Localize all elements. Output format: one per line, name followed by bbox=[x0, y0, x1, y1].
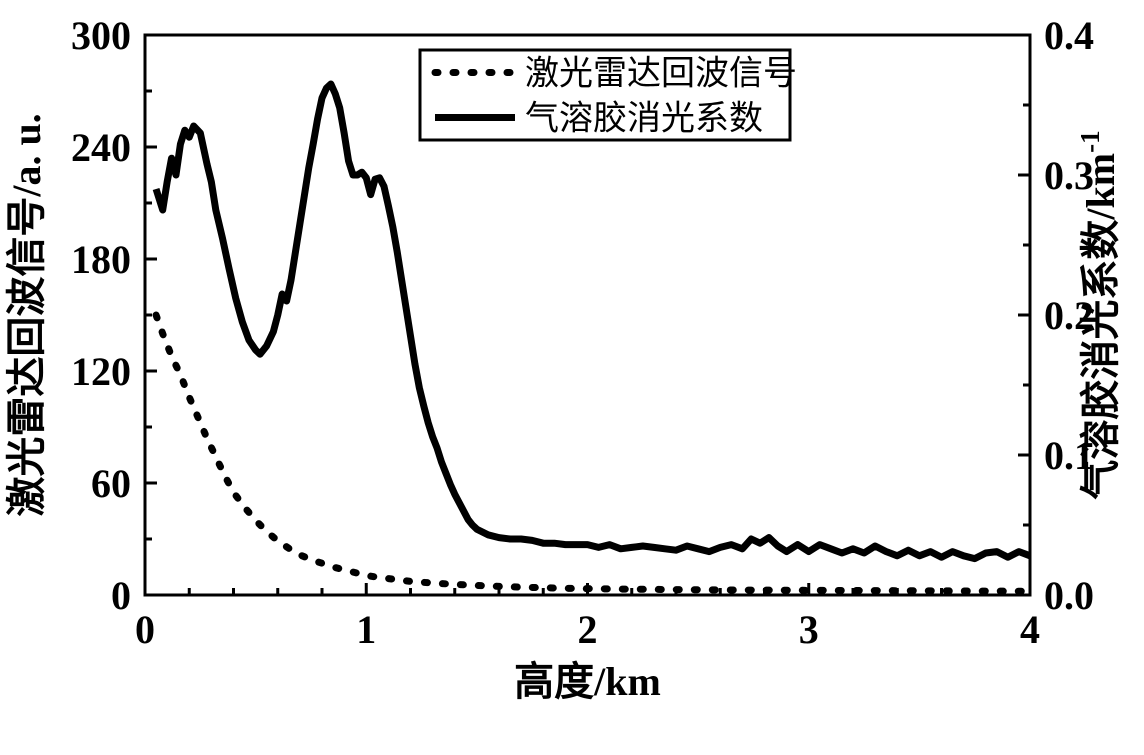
y-left-tick-label: 300 bbox=[71, 13, 131, 58]
chart-container: 0 1 2 3 4 高度/km 0 60 120 180 240 300 激光雷达回波信号/a. u. 0… bbox=[0, 0, 1144, 755]
y-left-tick-label: 60 bbox=[91, 461, 131, 506]
y-right-axis-label-sup: -1 bbox=[1075, 130, 1105, 153]
x-tick-label: 2 bbox=[578, 607, 598, 652]
y-right-axis-label: 气溶胶消光系数/km-1 bbox=[1075, 130, 1123, 499]
x-tick-label: 3 bbox=[799, 607, 819, 652]
legend-label: 激光雷达回波信号 bbox=[525, 54, 797, 92]
y-left-tick-label: 0 bbox=[111, 573, 131, 618]
x-tick-label: 4 bbox=[1020, 607, 1040, 652]
y-left-tick-label: 240 bbox=[71, 125, 131, 170]
y-left-tick-label: 120 bbox=[71, 349, 131, 394]
x-axis-label: 高度/km bbox=[514, 659, 661, 704]
chart-svg: 0 1 2 3 4 高度/km 0 60 120 180 240 300 激光雷达回波信号/a. u. 0… bbox=[0, 0, 1144, 755]
series-extinction bbox=[156, 84, 1030, 559]
x-tick-label: 1 bbox=[356, 607, 376, 652]
y-left-axis-label: 激光雷达回波信号/a. u. bbox=[4, 113, 49, 516]
x-tick-label: 0 bbox=[135, 607, 155, 652]
y-right-tick-label: 0.4 bbox=[1044, 13, 1094, 58]
y-right-tick-label: 0.0 bbox=[1044, 573, 1094, 618]
legend-label: 气溶胶消光系数 bbox=[525, 99, 763, 137]
y-right-axis-label-text: 气溶胶消光系数/km bbox=[1078, 153, 1123, 500]
y-left-tick-label: 180 bbox=[71, 237, 131, 282]
series-echo bbox=[156, 315, 1030, 591]
